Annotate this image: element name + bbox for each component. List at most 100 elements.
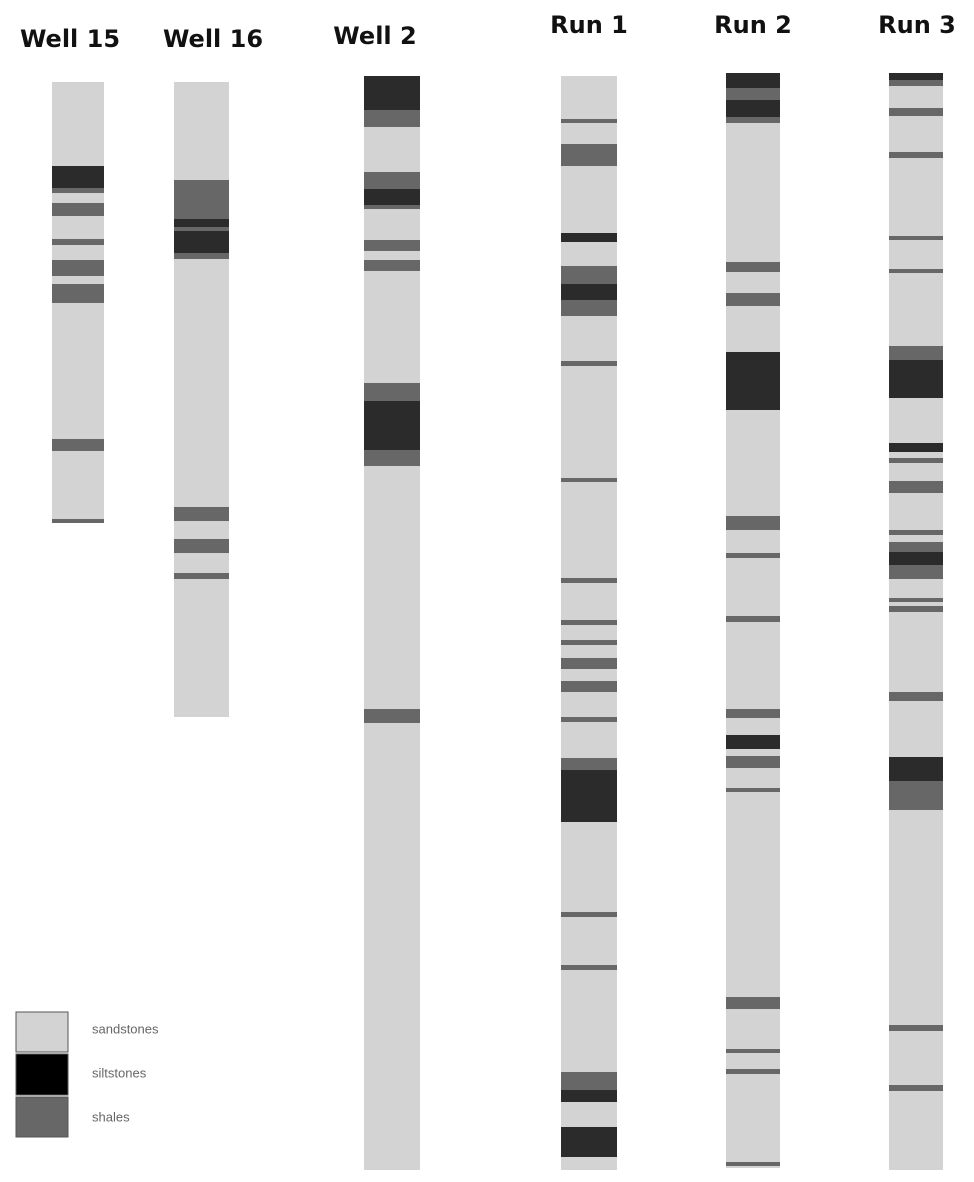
lithology-band (174, 231, 229, 253)
lithology-band (52, 439, 104, 451)
lithology-band (364, 110, 420, 127)
lithology-band (52, 284, 104, 303)
lithology-band (561, 144, 617, 166)
lithology-band (174, 573, 229, 579)
lithology-band (726, 1162, 780, 1166)
lithology-band (726, 788, 780, 792)
log-column (174, 82, 229, 717)
lithology-band (726, 293, 780, 306)
lithology-band (561, 1127, 617, 1157)
lithology-band (726, 616, 780, 622)
lithology-band (889, 269, 943, 273)
lithology-band (52, 166, 104, 188)
lithology-band (889, 108, 943, 116)
lithology-band (889, 481, 943, 493)
lithology-band (561, 1072, 617, 1090)
lithology-band (889, 1085, 943, 1091)
legend-label: shales (92, 1109, 130, 1124)
lithology-band (561, 300, 617, 316)
lithology-band (561, 361, 617, 366)
lithology-band (561, 912, 617, 917)
lithology-band (726, 1069, 780, 1074)
lithology-band (364, 260, 420, 271)
column-title: Run 1 (550, 11, 628, 39)
lithology-band (174, 227, 229, 231)
lithology-band (889, 781, 943, 810)
lithology-band (889, 236, 943, 240)
lithology-band (726, 100, 780, 117)
lithology-band (726, 553, 780, 558)
lithology-band (889, 565, 943, 579)
legend-swatch (15, 1096, 69, 1138)
lithology-band (364, 205, 420, 209)
column-title: Well 2 (333, 22, 416, 50)
lithology-band (889, 606, 943, 612)
lithology-band (364, 189, 420, 205)
legend-label: siltstones (92, 1065, 147, 1080)
lithology-band (561, 478, 617, 482)
lithology-band (174, 253, 229, 259)
lithology-band (561, 640, 617, 645)
legend-label: sandstones (92, 1021, 159, 1036)
lithology-band (726, 997, 780, 1009)
lithology-band (561, 233, 617, 242)
lithology-band (364, 401, 420, 450)
lithology-band (561, 681, 617, 692)
lithology-band (364, 172, 420, 189)
lithology-band (561, 620, 617, 625)
log-column (364, 76, 420, 1170)
lithology-band (52, 239, 104, 245)
lithology-band (889, 692, 943, 701)
lithology-band (364, 709, 420, 723)
lithology-band (726, 756, 780, 768)
lithology-band (889, 542, 943, 552)
lithology-band (52, 188, 104, 193)
lithology-band (726, 516, 780, 530)
log-column (889, 73, 943, 1170)
lithology-band (174, 539, 229, 553)
lithology-band (726, 262, 780, 272)
lithology-band (364, 450, 420, 466)
lithology-band (726, 735, 780, 749)
lithology-band (726, 709, 780, 718)
lithology-band (726, 88, 780, 100)
column-title: Well 15 (20, 25, 120, 53)
lithology-band (726, 1049, 780, 1053)
lithology-band (889, 346, 943, 360)
lithology-band (726, 117, 780, 123)
lithology-band (364, 76, 420, 110)
column-title: Run 2 (714, 11, 792, 39)
lithology-band (561, 717, 617, 722)
lithology-band (889, 1025, 943, 1031)
lithology-band (561, 284, 617, 300)
lithology-band (889, 360, 943, 398)
lithology-band (889, 73, 943, 80)
lithology-band (561, 658, 617, 669)
legend-swatch (15, 1011, 69, 1053)
lithology-band (561, 266, 617, 284)
lithology-band (561, 758, 617, 770)
lithology-band (561, 965, 617, 970)
legend-swatch (15, 1053, 69, 1096)
lithology-band (174, 219, 229, 227)
column-title: Run 3 (878, 11, 956, 39)
lithology-band (889, 443, 943, 452)
lithology-band (726, 352, 780, 410)
lithology-band (174, 180, 229, 219)
lithology-band (561, 119, 617, 123)
lithology-band (889, 757, 943, 781)
column-title: Well 16 (163, 25, 263, 53)
lithology-band (889, 598, 943, 602)
lithology-band (561, 770, 617, 822)
lithology-band (889, 530, 943, 535)
lithology-band (364, 240, 420, 251)
lithology-band (52, 203, 104, 216)
lithology-band (52, 260, 104, 276)
lithology-band (889, 552, 943, 565)
lithology-band (889, 80, 943, 86)
lithology-band (561, 578, 617, 583)
lithology-band (726, 73, 780, 88)
lithology-band (52, 519, 104, 523)
